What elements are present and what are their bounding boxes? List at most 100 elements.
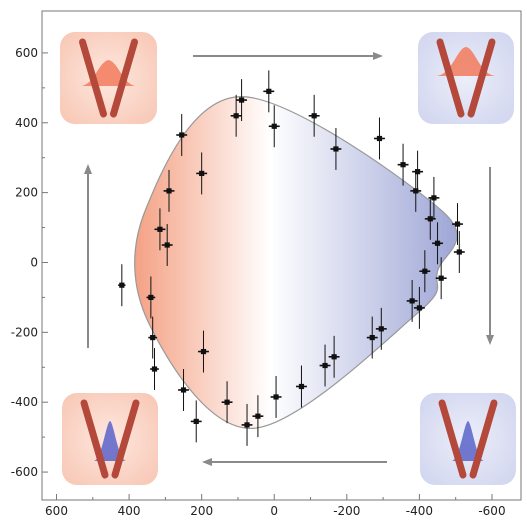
data-point (230, 94, 242, 137)
data-point (374, 117, 385, 160)
data-point (413, 286, 425, 329)
inset-bottom-right (420, 393, 516, 485)
data-point (263, 70, 275, 113)
point-marker (414, 169, 421, 175)
envelope-shape (134, 95, 458, 430)
data-point (268, 105, 280, 148)
inset-top-left (60, 32, 157, 124)
data-point (178, 369, 189, 411)
data-point (241, 403, 253, 446)
right-rod (467, 38, 496, 118)
point-marker (431, 195, 437, 201)
point-marker (413, 188, 419, 194)
data-point (150, 348, 159, 390)
point-marker (434, 240, 441, 246)
data-point (252, 395, 264, 438)
data-point (319, 344, 331, 387)
point-marker (179, 132, 185, 138)
wave-packet (452, 421, 484, 461)
point-marker (224, 399, 230, 405)
y-tick-label: 600 (15, 46, 38, 60)
point-marker (199, 170, 205, 177)
point-marker (157, 226, 163, 232)
data-point (328, 335, 340, 378)
y-tick-label: -200 (11, 325, 38, 339)
point-marker (456, 249, 462, 255)
right-rod (110, 38, 138, 118)
x-tick-label: -400 (406, 504, 433, 518)
point-marker (298, 383, 305, 390)
point-marker (422, 268, 428, 274)
data-point (221, 381, 233, 424)
point-marker (193, 418, 199, 425)
data-point (146, 276, 156, 319)
data-point (118, 264, 126, 307)
left-rod (436, 38, 465, 118)
data-point (452, 203, 463, 246)
data-point (330, 128, 342, 170)
data-point (163, 169, 175, 212)
point-marker (266, 88, 272, 94)
point-marker (376, 135, 383, 142)
data-point (236, 79, 248, 122)
point-marker (200, 348, 207, 355)
y-tick-label: -600 (11, 465, 38, 479)
x-tick-label: 200 (190, 504, 213, 518)
point-marker (273, 394, 279, 400)
point-marker (331, 354, 337, 360)
data-point (406, 279, 418, 322)
data-point (176, 114, 188, 156)
point-marker (244, 422, 250, 428)
point-marker (164, 242, 170, 248)
point-marker (311, 113, 317, 119)
point-marker (416, 305, 422, 311)
point-marker (369, 334, 375, 341)
data-point (375, 307, 387, 350)
x-tick-label: 600 (45, 504, 68, 518)
point-marker (378, 326, 384, 332)
data-point (148, 316, 158, 359)
point-marker (427, 216, 433, 222)
data-point (296, 365, 307, 408)
right-rod (469, 399, 498, 479)
point-marker (119, 282, 125, 288)
data-point (419, 250, 431, 293)
left-rod (79, 38, 107, 118)
x-tick-label: 400 (118, 504, 141, 518)
data-point (161, 224, 173, 266)
right-rod (111, 399, 140, 479)
data-point (412, 150, 424, 193)
x-tick-label: 0 (270, 504, 278, 518)
data-point (432, 222, 443, 265)
point-marker (255, 413, 261, 419)
data-point (453, 231, 465, 273)
point-marker (166, 188, 172, 194)
data-point (308, 94, 320, 137)
point-marker (409, 298, 415, 304)
point-marker (438, 275, 444, 281)
data-point (270, 376, 282, 418)
point-marker (333, 146, 339, 152)
y-tick-label: 400 (15, 116, 38, 130)
point-marker (150, 334, 156, 341)
inset-top-right (418, 32, 514, 124)
inset-bottom-left (62, 393, 158, 485)
y-tick-label: 200 (15, 186, 38, 200)
x-tick-label: -600 (478, 504, 505, 518)
point-marker (180, 387, 187, 393)
data-point (397, 143, 409, 186)
point-marker (148, 294, 154, 301)
inset-top-right-background (418, 32, 514, 124)
data-point (196, 152, 208, 195)
data-point (154, 208, 166, 251)
point-marker (454, 221, 461, 227)
plot-frame (41, 10, 522, 501)
data-point (435, 257, 447, 300)
point-marker (271, 123, 277, 129)
point-marker (233, 113, 239, 119)
left-rod (438, 399, 467, 479)
point-marker (238, 97, 245, 103)
data-point (198, 330, 209, 373)
point-marker (151, 366, 158, 372)
